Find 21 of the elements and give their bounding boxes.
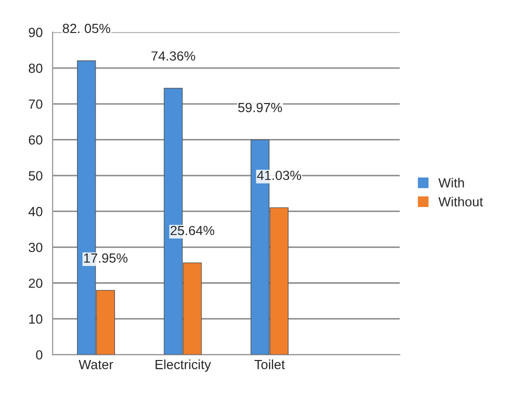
y-tick-label: 30 (28, 242, 42, 252)
y-tick-label: 80 (28, 64, 42, 73)
y-tick-label: 60 (28, 135, 42, 145)
data-label: 74.36% (152, 51, 196, 61)
y-tick-label: 50 (28, 171, 42, 180)
x-tick-label: Electricity (156, 360, 211, 372)
y-tick-label: 0 (36, 350, 42, 360)
data-label: 25.64% (170, 226, 214, 236)
data-label: 82. 05% (62, 24, 110, 34)
y-tick-label: 20 (28, 278, 42, 288)
legend-label: With (438, 178, 464, 188)
legend-label: Without (438, 196, 484, 206)
data-label: 41.03% (257, 170, 302, 180)
data-label: 17.95% (84, 253, 128, 263)
x-tick-label: Water (78, 360, 114, 370)
y-tick-label: 70 (28, 99, 42, 109)
y-tick-label: 10 (29, 314, 42, 324)
y-tick-label: 90 (28, 28, 42, 38)
y-tick-label: 40 (28, 206, 42, 216)
x-tick-label: Toilet (254, 360, 285, 370)
data-label: 59.97% (238, 102, 282, 112)
